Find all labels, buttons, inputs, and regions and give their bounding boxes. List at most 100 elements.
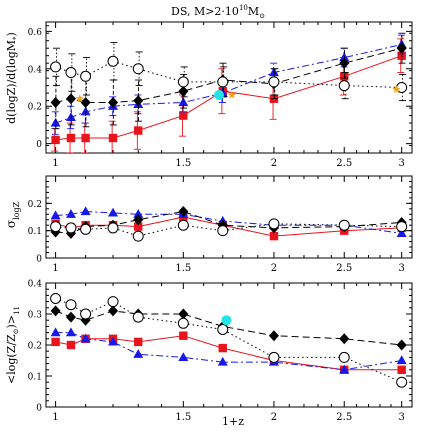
data-point: [66, 133, 76, 143]
ylabel-panel-3: <log(Z/Z⊙)>11: [5, 306, 21, 384]
series-line: [55, 210, 402, 234]
data-point: [339, 333, 350, 345]
x-tick-label: 2.5: [336, 412, 352, 423]
data-point: [179, 111, 188, 120]
plot-frame: [45, 175, 413, 259]
x-tick-label: 2.5: [336, 158, 352, 169]
data-point: [217, 76, 229, 88]
x-tick-label: 1.5: [175, 263, 191, 274]
data-point: [108, 96, 119, 108]
plot-frame: [45, 21, 413, 154]
y-tick-label: 0: [36, 255, 42, 265]
data-point: [396, 221, 408, 233]
series-line: [55, 210, 402, 234]
data-point: [65, 299, 77, 311]
data-point: [217, 356, 228, 366]
figure-title-exp: 10: [239, 4, 248, 12]
data-point: [133, 209, 144, 218]
series-blue-triangle: [50, 34, 407, 135]
panel-mean-metallicity: 1 1.5 2 2.5 3 0 0.1 0.2 0.3 0.4: [28, 280, 413, 423]
x-tick-label: 3: [398, 158, 404, 169]
data-point: [217, 324, 229, 335]
x-tick-label: 2.5: [336, 263, 352, 274]
series-black-diamond: [50, 206, 407, 239]
panel-metallicity-scatter: 1 1.5 2 2.5 3 0 0.1 0.2: [28, 175, 413, 274]
data-point: [65, 67, 77, 79]
series-red-square: [51, 212, 406, 241]
x-tick-label: 1: [52, 158, 58, 169]
data-point: [66, 340, 76, 350]
data-point: [65, 209, 76, 218]
data-point: [269, 231, 279, 241]
y-tick-label: 0.6: [28, 28, 43, 38]
extra-point-orange: [227, 90, 237, 99]
y-tick-label: 0.2: [28, 342, 42, 352]
data-point: [339, 57, 350, 69]
data-point: [107, 296, 119, 308]
ylabel-panel-2: σlogZ: [4, 201, 21, 228]
series-black-circle: [50, 293, 408, 388]
data-point: [217, 225, 229, 237]
data-point: [65, 327, 76, 337]
data-point: [339, 364, 350, 374]
data-point: [50, 210, 61, 220]
data-point: [133, 95, 144, 107]
data-point: [134, 337, 143, 347]
data-point: [80, 206, 91, 216]
data-point: [178, 352, 189, 361]
data-point: [177, 219, 189, 231]
x-tick-label: 1: [52, 263, 58, 274]
data-point: [50, 221, 62, 233]
x-tick-label: 2: [271, 158, 277, 169]
data-point: [177, 76, 189, 88]
data-point: [396, 355, 407, 365]
data-point: [50, 293, 62, 304]
data-point: [108, 336, 119, 346]
data-point: [80, 308, 92, 320]
series-line: [55, 335, 402, 371]
data-point: [134, 222, 143, 231]
y-tick-label: 0: [36, 404, 42, 414]
data-point: [108, 305, 119, 317]
series-line: [55, 223, 402, 237]
series-line: [55, 44, 402, 124]
data-point: [50, 305, 61, 317]
data-point: [50, 96, 61, 108]
y-tick-label: 0.2: [28, 200, 42, 210]
y-tick-label: 0.4: [28, 65, 43, 75]
data-point: [65, 93, 76, 105]
series-line: [55, 332, 402, 371]
data-point: [65, 311, 76, 323]
data-point: [179, 331, 188, 340]
x-tick-label: 1.5: [175, 412, 191, 423]
extra-point-orange: [75, 94, 85, 103]
y-tick-label: 0.1: [28, 227, 42, 237]
data-point: [50, 61, 62, 73]
data-point: [132, 311, 144, 323]
data-point: [132, 230, 144, 242]
extra-point-cyan: [214, 89, 225, 100]
data-point: [218, 343, 227, 353]
series-black-diamond: [50, 305, 407, 351]
series-black-diamond: [50, 32, 407, 130]
data-point: [80, 70, 92, 82]
data-point: [51, 135, 60, 145]
extra-point-cyan: [221, 315, 232, 326]
data-point: [81, 133, 90, 143]
figure-title-unit: M: [248, 5, 259, 18]
data-point: [178, 308, 189, 320]
data-point: [65, 222, 77, 234]
data-point: [177, 317, 189, 329]
y-tick-label: 0.2: [28, 103, 42, 113]
data-point: [134, 126, 143, 135]
data-point: [178, 206, 189, 218]
data-point: [132, 63, 144, 75]
data-point: [107, 55, 119, 67]
data-point: [80, 223, 92, 235]
data-point: [268, 351, 280, 363]
data-point: [50, 327, 61, 337]
data-point: [396, 339, 407, 351]
data-point: [51, 337, 60, 347]
data-point: [268, 218, 280, 230]
